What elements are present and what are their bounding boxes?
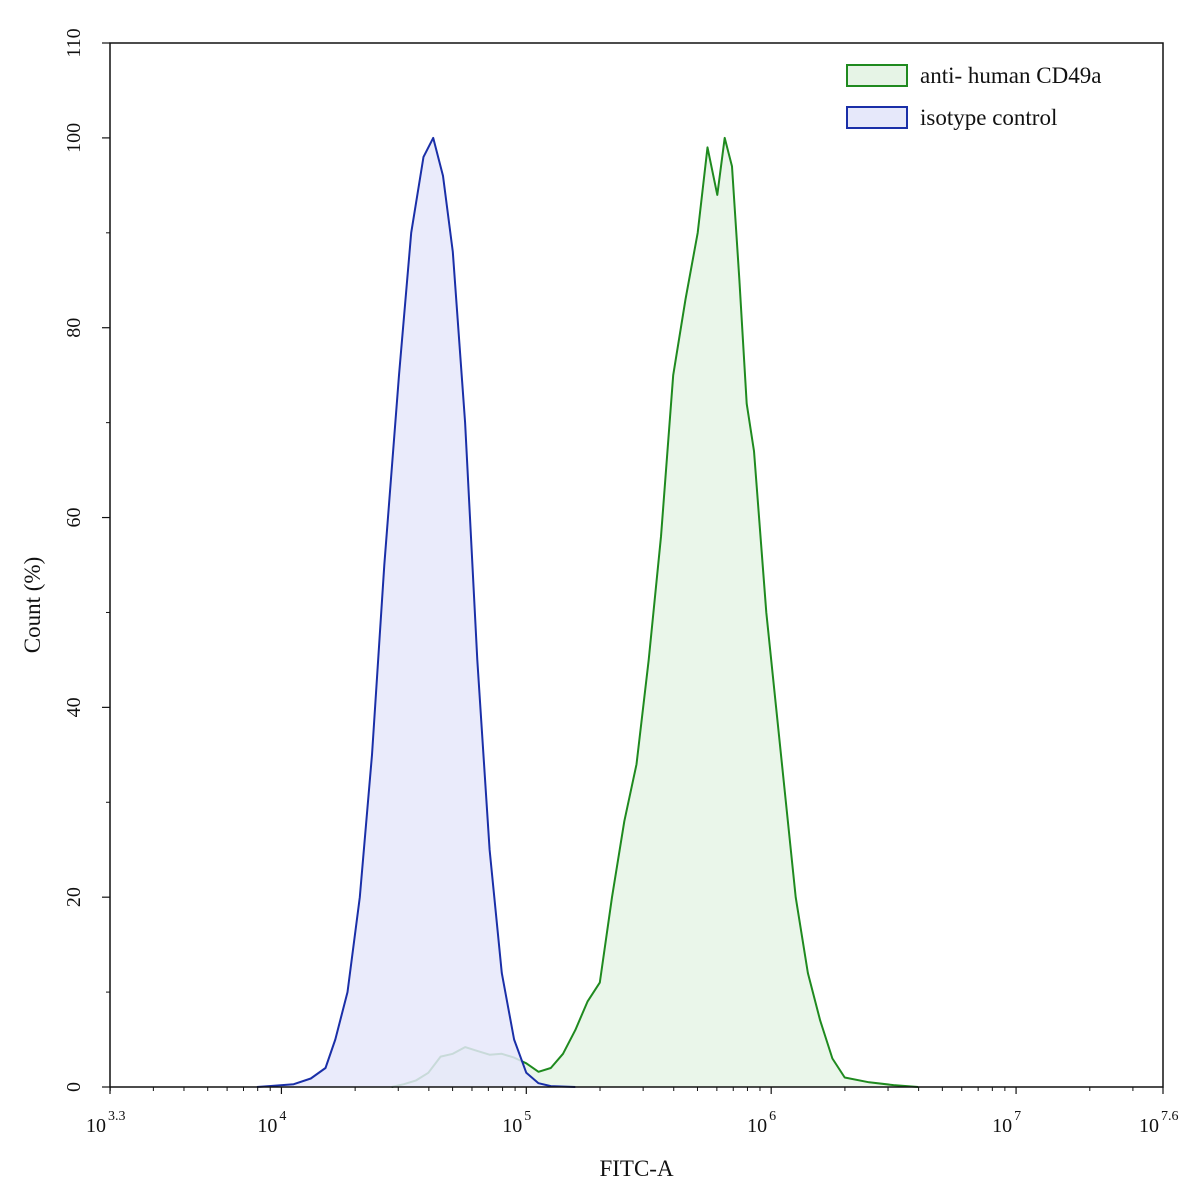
- y-tick-label: 40: [63, 697, 85, 717]
- y-axis-title: Count (%): [20, 557, 45, 653]
- x-tick-label: 10: [992, 1115, 1012, 1137]
- x-tick-exponent: 4: [279, 1109, 286, 1124]
- y-tick-label: 60: [63, 508, 85, 528]
- series-area-0: [391, 137, 919, 1087]
- x-tick-label: 10: [502, 1115, 522, 1137]
- x-tick-exponent: 5: [524, 1109, 531, 1124]
- legend-swatch: [846, 106, 908, 129]
- y-tick-label: 110: [63, 28, 85, 57]
- series-layer: [256, 136, 919, 1088]
- legend-swatch: [846, 64, 908, 87]
- series-line-1: [256, 136, 576, 1088]
- x-tick-exponent: 7.6: [1161, 1109, 1179, 1124]
- y-tick-label: 20: [63, 887, 85, 907]
- legend-label: anti- human CD49a: [920, 63, 1101, 88]
- x-axis-title: FITC-A: [599, 1156, 674, 1181]
- y-tick-label: 100: [63, 123, 85, 153]
- x-tick-label: 10: [86, 1115, 106, 1137]
- y-tick-label: 0: [63, 1082, 85, 1092]
- x-tick-exponent: 7: [1014, 1109, 1021, 1124]
- legend-label: isotype control: [920, 105, 1057, 130]
- legend: anti- human CD49a isotype control: [846, 63, 1101, 130]
- x-tick-exponent: 3.3: [108, 1109, 126, 1124]
- series-area-1: [256, 137, 576, 1087]
- x-tick-exponent: 6: [769, 1109, 776, 1124]
- x-tick-label: 10: [257, 1115, 277, 1137]
- x-tick-label: 10: [747, 1115, 767, 1137]
- plot-frame: [109, 42, 1164, 1088]
- y-tick-label: 80: [63, 318, 85, 338]
- x-tick-label: 10: [1139, 1115, 1159, 1137]
